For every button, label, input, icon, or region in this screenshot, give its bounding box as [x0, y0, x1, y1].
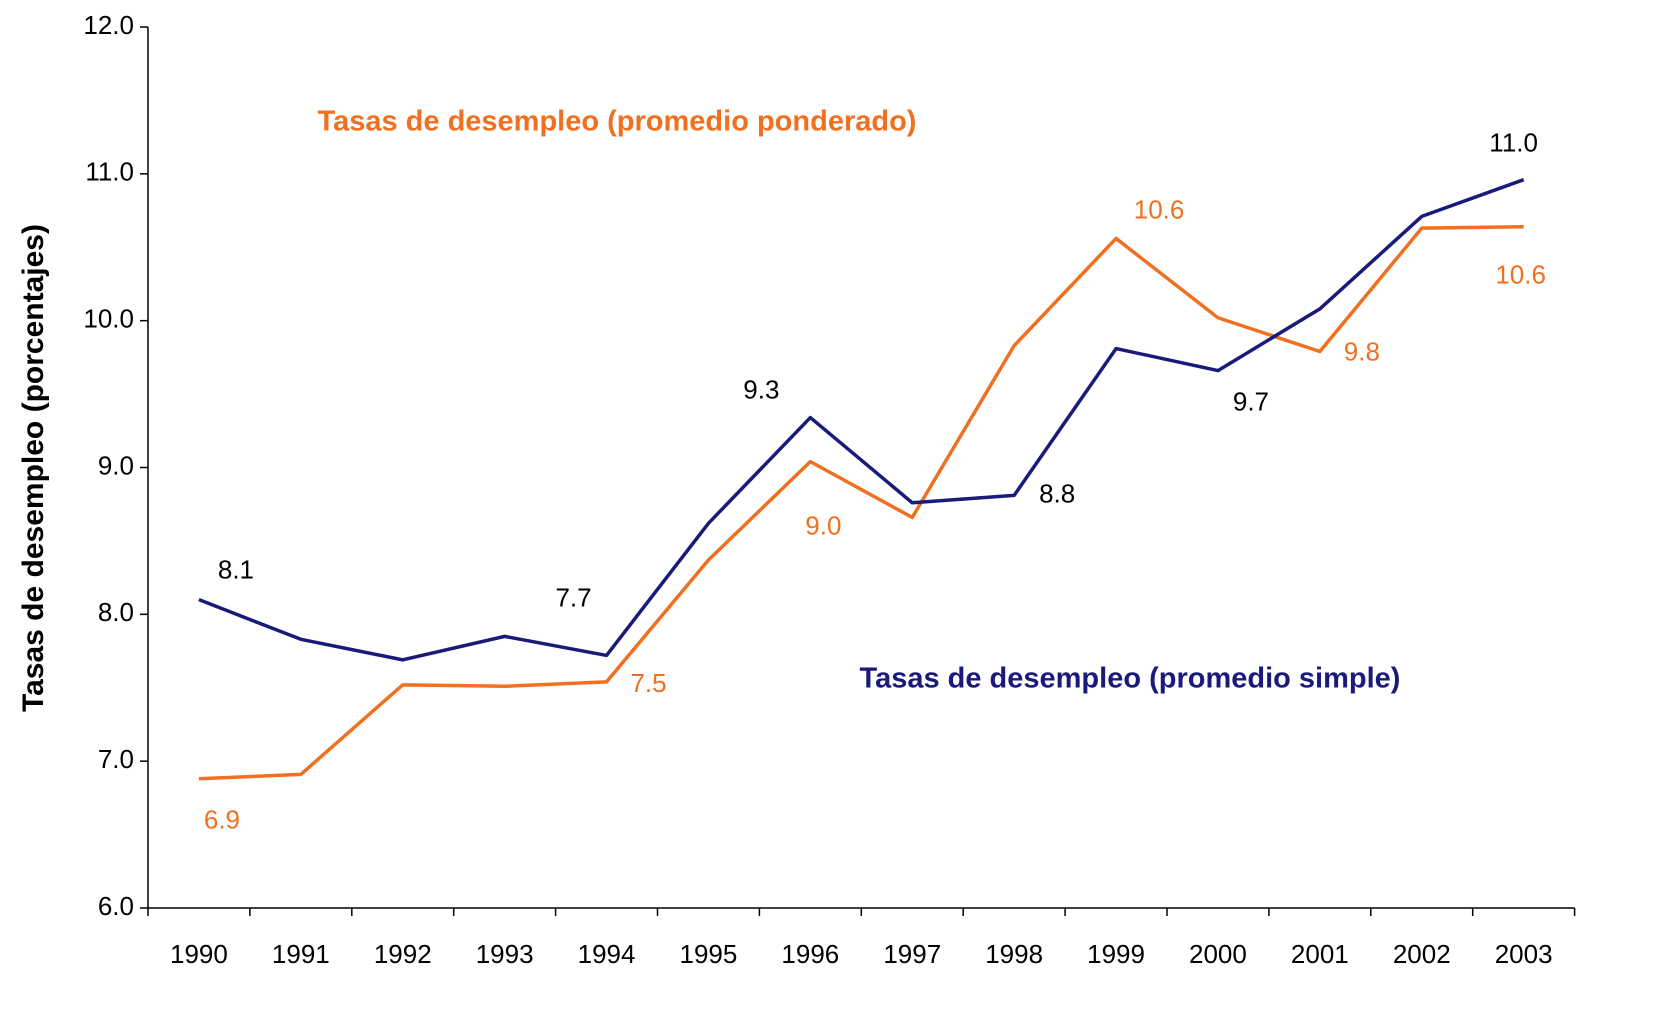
series-name: Tasas de desempleo (promedio simple): [860, 663, 1401, 695]
data-label: 6.9: [204, 805, 240, 835]
data-label: 7.5: [630, 668, 666, 698]
series-line: [198, 224, 1524, 781]
x-tick-label: 1997: [883, 939, 941, 969]
y-tick-label: 11.0: [85, 157, 134, 187]
series-name: Tasas de desempleo (promedio ponderado): [318, 106, 917, 138]
data-label: 10.6: [1495, 260, 1546, 290]
x-tick-label: 1995: [680, 939, 738, 969]
x-tick-label: 1992: [374, 939, 432, 969]
y-tick-label: 9.0: [98, 450, 134, 480]
series-line: [198, 178, 1525, 662]
y-axis-label: Tasas de desempleo (porcentajes): [17, 224, 50, 712]
x-tick-label: 1999: [1087, 939, 1145, 969]
y-tick-label: 10.0: [83, 304, 134, 334]
x-tick-label: 1991: [272, 939, 330, 969]
x-tick-label: 1998: [985, 939, 1043, 969]
data-label: 8.8: [1039, 478, 1075, 508]
data-label: 8.1: [218, 555, 254, 585]
x-tick-label: 2003: [1495, 939, 1553, 969]
y-tick-label: 6.0: [98, 891, 134, 921]
data-label: 11.0: [1489, 128, 1538, 158]
x-tick-label: 1993: [476, 939, 534, 969]
data-label: 9.0: [805, 511, 841, 541]
y-tick-label: 8.0: [98, 597, 134, 627]
data-label: 9.3: [743, 374, 779, 404]
x-tick-label: 1990: [170, 939, 228, 969]
x-tick-label: 2001: [1291, 939, 1349, 969]
data-label: 9.8: [1344, 336, 1380, 366]
y-tick-label: 12.0: [83, 10, 134, 40]
x-tick-label: 1994: [578, 939, 636, 969]
x-tick-label: 1996: [781, 939, 839, 969]
x-tick-label: 2000: [1189, 939, 1247, 969]
data-label: 10.6: [1134, 194, 1185, 224]
data-label: 7.7: [555, 582, 591, 612]
data-label: 9.7: [1233, 386, 1269, 416]
x-tick-label: 2002: [1393, 939, 1451, 969]
y-tick-label: 7.0: [98, 744, 134, 774]
